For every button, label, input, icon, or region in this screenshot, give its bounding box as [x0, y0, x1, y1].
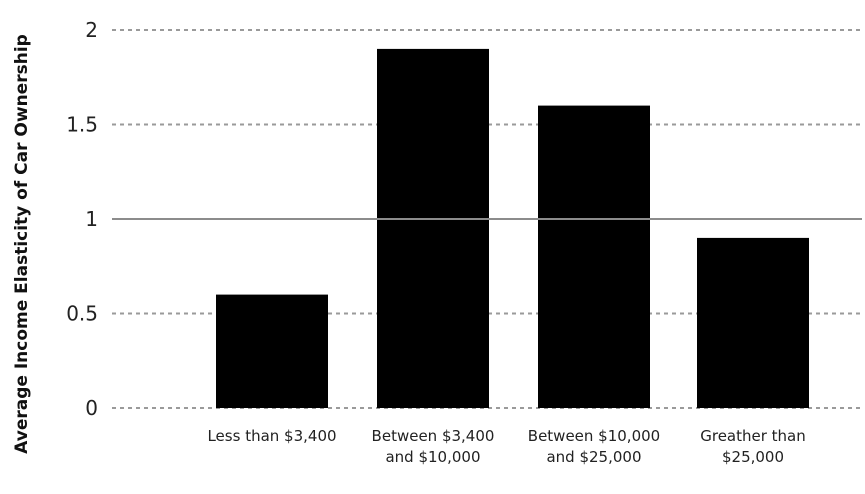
bars — [216, 48, 809, 409]
y-axis-label: Average Income Elasticity of Car Ownersh… — [12, 34, 32, 454]
y-tick-label: 0.5 — [66, 302, 98, 326]
category-label: Greather than — [700, 427, 806, 445]
y-tick-labels: 0 0.5 1 1.5 2 — [66, 18, 98, 420]
category-label: Between $3,400 — [372, 427, 495, 445]
bar — [377, 48, 489, 409]
y-tick-label: 0 — [85, 396, 98, 420]
category-label: Less than $3,400 — [207, 427, 336, 445]
category-label: and $25,000 — [546, 448, 641, 466]
bar — [216, 294, 328, 408]
y-tick-label: 1.5 — [66, 113, 98, 137]
category-labels: Less than $3,400 Between $3,400 and $10,00… — [207, 427, 805, 466]
y-tick-label: 2 — [85, 18, 98, 42]
category-label: Between $10,000 — [528, 427, 660, 445]
category-label: $25,000 — [722, 448, 784, 466]
bar — [697, 237, 809, 408]
bar — [538, 105, 650, 408]
y-tick-label: 1 — [85, 207, 98, 231]
category-label: and $10,000 — [385, 448, 480, 466]
